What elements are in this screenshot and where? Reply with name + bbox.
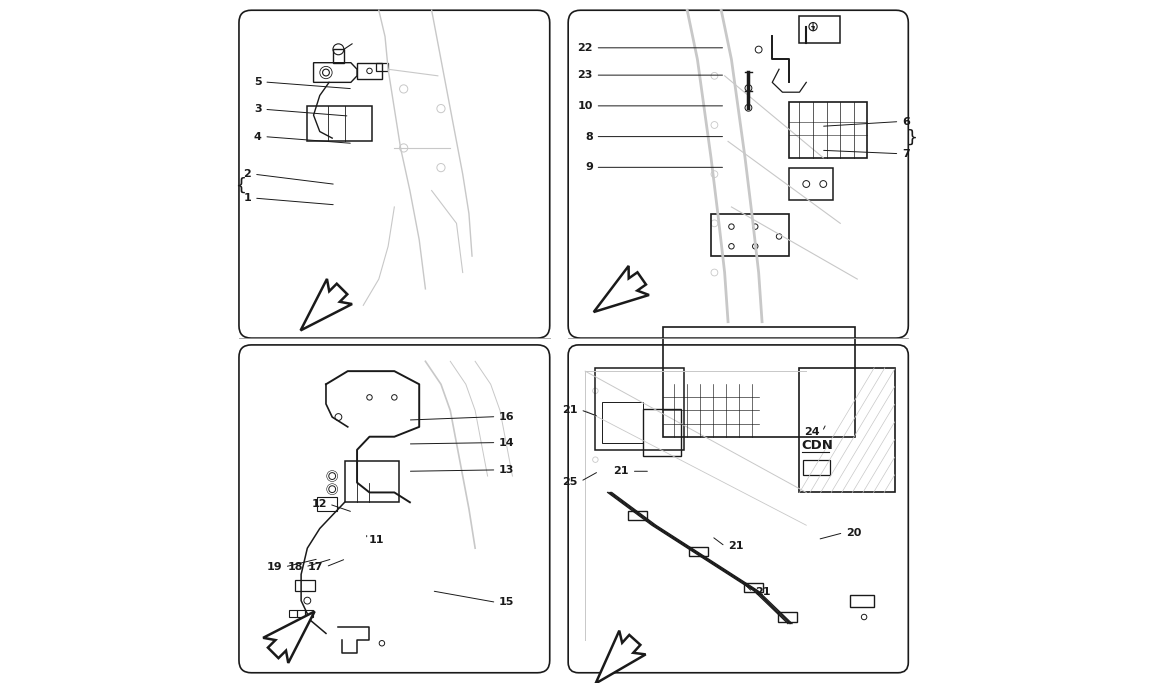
Bar [290, 611, 298, 617]
Text: 21: 21 [728, 542, 744, 551]
Text: 1: 1 [244, 193, 251, 203]
Bar [628, 511, 647, 520]
Text: }: } [906, 128, 918, 147]
Text: 23: 23 [577, 70, 592, 80]
Bar [664, 327, 854, 436]
Text: 15: 15 [498, 598, 514, 607]
Text: 7: 7 [902, 149, 910, 158]
Bar [744, 583, 762, 592]
Text: 14: 14 [498, 438, 514, 447]
Bar [305, 611, 313, 617]
Text: 6: 6 [902, 117, 910, 126]
Bar [643, 408, 681, 456]
Bar [799, 368, 895, 492]
Text: 21: 21 [613, 466, 629, 476]
Bar [596, 368, 684, 450]
Text: 22: 22 [577, 43, 592, 53]
Polygon shape [596, 630, 645, 683]
Text: 25: 25 [562, 477, 577, 486]
Text: CDN: CDN [802, 438, 834, 452]
Text: {: { [235, 177, 246, 195]
Bar [603, 402, 643, 443]
Text: 20: 20 [846, 528, 861, 538]
Bar [297, 611, 305, 617]
Text: 2: 2 [244, 169, 251, 179]
Text: 21: 21 [562, 405, 577, 415]
Bar [799, 16, 841, 43]
Bar [803, 460, 830, 475]
Text: 10: 10 [577, 101, 592, 111]
Text: 17: 17 [308, 562, 323, 572]
Text: 4: 4 [254, 132, 261, 141]
Polygon shape [263, 611, 315, 663]
Text: 11: 11 [369, 535, 384, 544]
Text: 8: 8 [585, 132, 592, 141]
Text: 21: 21 [756, 587, 771, 597]
Bar [345, 461, 399, 502]
Text: 12: 12 [312, 499, 327, 509]
Text: 18: 18 [288, 562, 304, 572]
Bar [376, 63, 388, 71]
Bar [689, 546, 708, 556]
Bar [334, 49, 344, 63]
Text: 13: 13 [498, 465, 514, 475]
Polygon shape [593, 266, 649, 312]
Bar [307, 106, 373, 141]
Polygon shape [300, 279, 352, 331]
Text: 16: 16 [498, 412, 514, 421]
Text: 24: 24 [804, 427, 820, 436]
Text: 5: 5 [254, 77, 261, 87]
Text: 19: 19 [267, 562, 283, 572]
Bar [296, 580, 315, 591]
Text: 9: 9 [585, 163, 592, 172]
Text: 3: 3 [254, 104, 261, 114]
Bar [777, 612, 797, 622]
Bar [317, 497, 337, 511]
Bar [851, 595, 874, 607]
